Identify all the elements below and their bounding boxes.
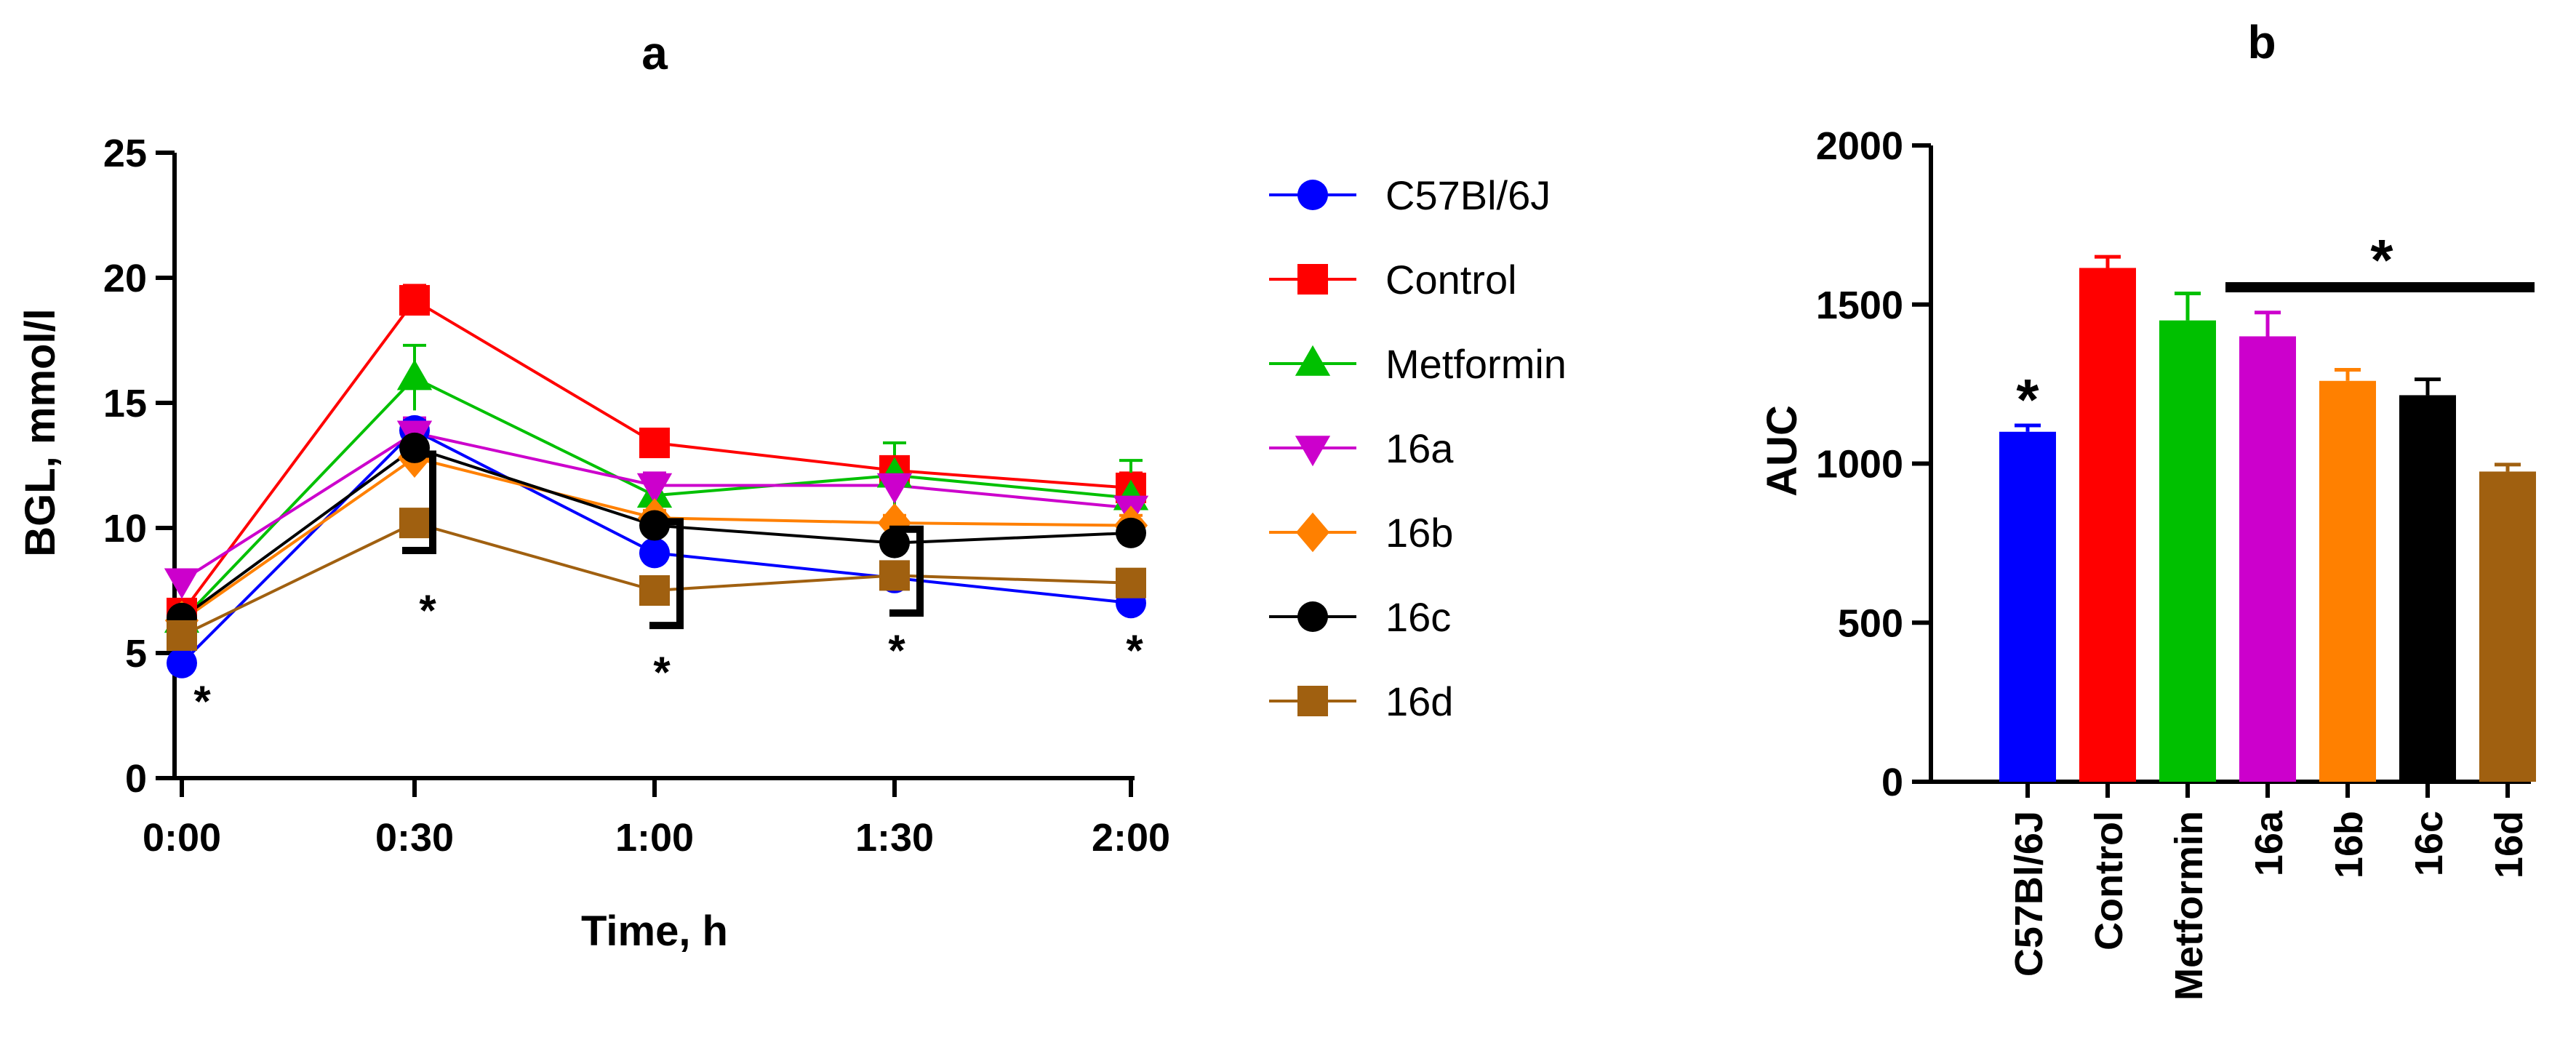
y-tick-label: 10 xyxy=(103,507,147,550)
y-tick-label: 500 xyxy=(1838,601,1903,645)
panel-a-line-chart: 0 5 10 15 20 25 0:00 0:30 1:00 1:30 2:00 * * * * * xyxy=(103,132,1170,860)
data-point-16d xyxy=(1116,567,1146,598)
data-point-16c xyxy=(399,432,430,463)
x-tick-label: C57Bl/6J xyxy=(2007,811,2051,977)
panel-a-legend: C57Bl/6J Control Metformin 16a 16b 16c 16d xyxy=(1269,172,1567,724)
significance-star: * xyxy=(2016,367,2039,432)
y-tick-label: 25 xyxy=(103,132,147,175)
bar-16c xyxy=(2399,395,2456,782)
legend-label-16d: 16d xyxy=(1385,678,1453,724)
x-tick-label: 16d xyxy=(2487,811,2531,878)
panel-a-y-axis-label: BGL, mmol/l xyxy=(17,308,64,557)
data-point-16c xyxy=(879,527,910,558)
data-point-16a xyxy=(876,473,913,504)
data-point-Control xyxy=(399,284,430,316)
data-point-16a xyxy=(164,568,200,599)
legend-marker-C57Bl/6J xyxy=(1297,180,1328,210)
y-tick-label: 1500 xyxy=(1816,284,1903,327)
panel-b-bar-chart: 0 500 1000 1500 2000 C57Bl/6J Control Metformin… xyxy=(1816,124,2536,1001)
significance-bracket xyxy=(402,450,436,554)
x-tick-label: 0:00 xyxy=(143,816,221,860)
data-point-16c xyxy=(639,510,670,541)
significance-star: * xyxy=(888,626,905,675)
data-point-16d xyxy=(167,620,197,651)
data-point-C57Bl/6J xyxy=(167,647,197,678)
data-point-16d xyxy=(639,575,670,606)
x-tick-label: Control xyxy=(2087,811,2131,950)
y-tick-label: 1000 xyxy=(1816,443,1903,487)
x-tick-label: 16c xyxy=(2407,811,2451,876)
significance-star: * xyxy=(1126,626,1143,675)
panel-a-x-axis-label: Time, h xyxy=(581,908,728,955)
legend-marker-Control xyxy=(1297,264,1328,295)
legend-marker-16b xyxy=(1295,512,1330,553)
data-point-Metformin xyxy=(396,359,433,391)
legend-marker-16a xyxy=(1295,436,1331,467)
bar-16b xyxy=(2319,380,2376,782)
legend-label-16c: 16c xyxy=(1385,594,1451,640)
bar-Metformin xyxy=(2159,320,2216,782)
data-point-16c xyxy=(1116,517,1146,548)
legend-label-Control: Control xyxy=(1385,257,1517,303)
data-point-16b xyxy=(877,503,912,543)
data-point-16d xyxy=(399,508,430,539)
data-point-Control xyxy=(639,428,670,459)
panel-b-title: b xyxy=(2247,16,2276,68)
significance-star: * xyxy=(653,648,671,697)
legend-marker-16c xyxy=(1297,601,1328,632)
significance-star: * xyxy=(419,586,436,635)
y-tick-label: 0 xyxy=(1881,761,1903,804)
bar-16a xyxy=(2239,336,2296,782)
significance-bracket xyxy=(649,518,684,630)
panel-a-title: a xyxy=(641,27,668,79)
legend-marker-Metformin xyxy=(1295,345,1331,376)
y-tick-label: 20 xyxy=(103,257,147,300)
legend-label-Metformin: Metformin xyxy=(1385,341,1567,387)
significance-star: * xyxy=(193,677,211,726)
x-tick-label: 1:30 xyxy=(855,816,934,860)
x-tick-label: 0:30 xyxy=(375,816,454,860)
x-tick-label: 16b xyxy=(2327,811,2371,878)
x-tick-label: 1:00 xyxy=(615,816,694,860)
legend-label-C57Bl/6J: C57Bl/6J xyxy=(1385,172,1551,218)
data-point-C57Bl/6J xyxy=(639,537,670,569)
y-tick-label: 0 xyxy=(125,757,147,801)
y-tick-label: 5 xyxy=(125,632,147,676)
panel-b-y-axis-label: AUC xyxy=(1759,405,1806,497)
x-tick-label: Metformin xyxy=(2167,811,2211,1001)
significance-bracket xyxy=(889,525,924,617)
legend-label-16a: 16a xyxy=(1385,425,1454,471)
legend-label-16b: 16b xyxy=(1385,510,1453,556)
x-tick-label: 2:00 xyxy=(1092,816,1170,860)
y-tick-label: 15 xyxy=(103,382,147,425)
data-point-16d xyxy=(879,560,910,591)
legend-marker-16d xyxy=(1297,686,1328,716)
bar-C57Bl/6J xyxy=(1999,431,2056,782)
x-tick-label: 16a xyxy=(2247,810,2291,876)
bar-Control xyxy=(2079,268,2136,782)
y-tick-label: 2000 xyxy=(1816,124,1903,168)
significance-star: * xyxy=(2370,228,2393,292)
bar-16d xyxy=(2479,471,2536,782)
data-point-16a xyxy=(636,473,673,504)
